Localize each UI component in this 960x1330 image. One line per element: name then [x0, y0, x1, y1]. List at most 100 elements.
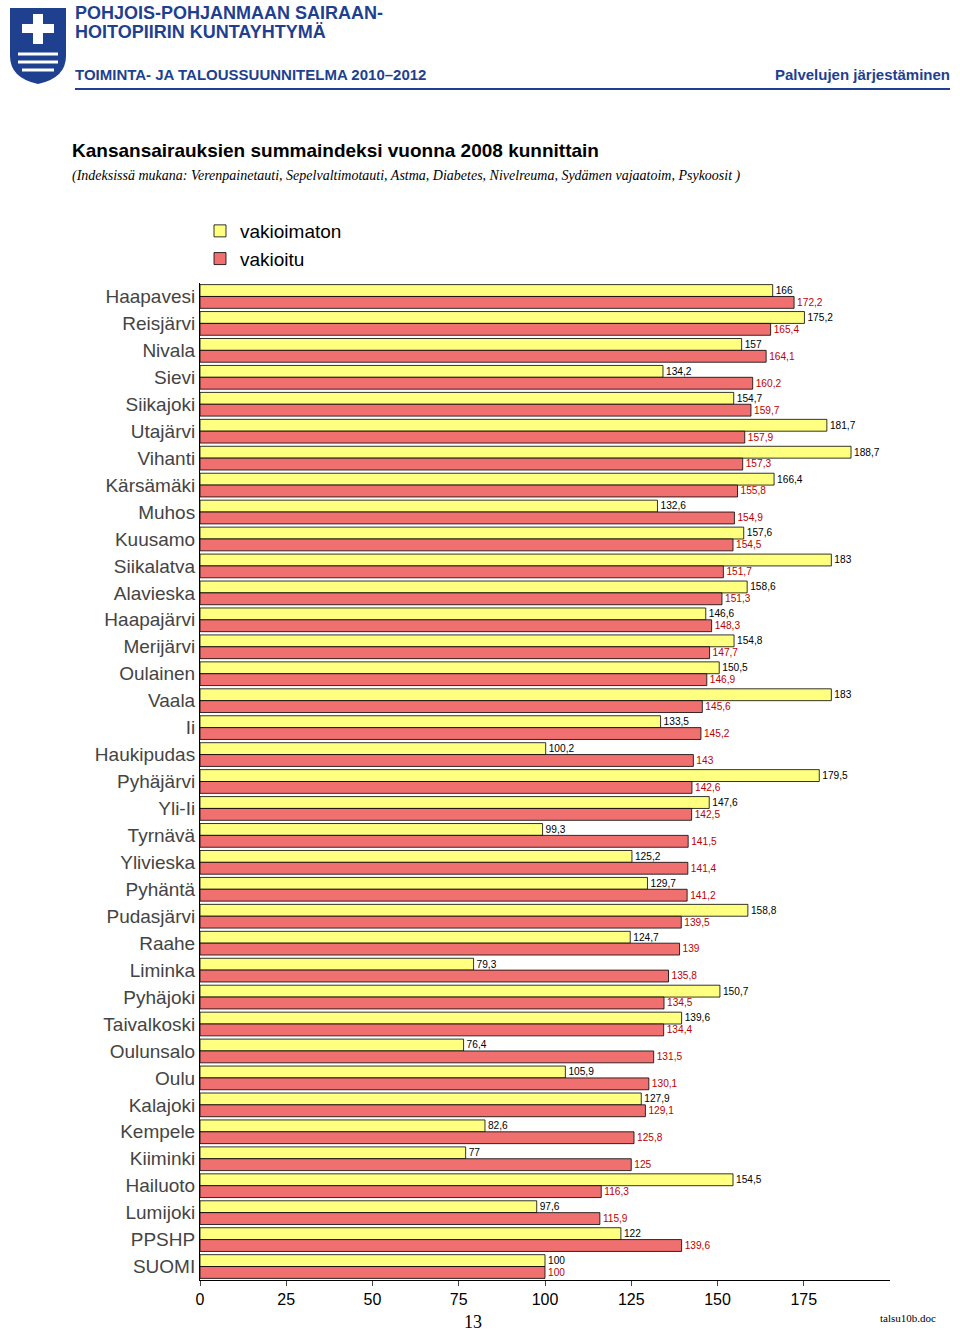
svg-text:154,5: 154,5 — [736, 539, 762, 550]
svg-text:188,7: 188,7 — [854, 447, 880, 458]
svg-text:Oulunsalo: Oulunsalo — [110, 1041, 196, 1062]
svg-text:145,6: 145,6 — [705, 701, 731, 712]
svg-text:148,3: 148,3 — [715, 620, 741, 631]
svg-text:139: 139 — [683, 943, 700, 954]
svg-text:Pudasjärvi: Pudasjärvi — [106, 906, 195, 927]
svg-text:134,5: 134,5 — [667, 997, 693, 1008]
svg-text:175: 175 — [790, 1291, 817, 1308]
svg-text:131,5: 131,5 — [657, 1051, 683, 1062]
svg-text:Alavieska: Alavieska — [114, 583, 196, 604]
svg-text:172,2: 172,2 — [797, 297, 823, 308]
svg-text:154,7: 154,7 — [737, 393, 763, 404]
svg-text:147,7: 147,7 — [713, 647, 739, 658]
svg-text:25: 25 — [277, 1291, 295, 1308]
svg-text:Tyrnävä: Tyrnävä — [128, 825, 196, 846]
svg-text:Kärsämäki: Kärsämäki — [105, 475, 195, 496]
svg-text:143: 143 — [696, 755, 713, 766]
svg-text:133,5: 133,5 — [664, 716, 690, 727]
svg-text:Kalajoki: Kalajoki — [129, 1095, 196, 1116]
svg-text:Hailuoto: Hailuoto — [125, 1175, 195, 1196]
svg-text:154,8: 154,8 — [737, 635, 763, 646]
svg-text:142,5: 142,5 — [695, 809, 721, 820]
svg-text:100: 100 — [548, 1267, 565, 1278]
svg-text:183: 183 — [834, 554, 851, 565]
svg-text:75: 75 — [450, 1291, 468, 1308]
svg-text:Vaala: Vaala — [148, 690, 196, 711]
svg-text:150: 150 — [704, 1291, 731, 1308]
svg-text:Pyhäntä: Pyhäntä — [125, 879, 195, 900]
svg-text:139,6: 139,6 — [685, 1240, 711, 1251]
svg-text:Haukipudas: Haukipudas — [95, 744, 195, 765]
svg-text:115,9: 115,9 — [603, 1213, 628, 1224]
svg-text:155,8: 155,8 — [741, 485, 767, 496]
svg-text:Haapavesi: Haapavesi — [105, 286, 195, 307]
svg-text:157,3: 157,3 — [746, 458, 772, 469]
svg-text:166: 166 — [776, 285, 793, 296]
svg-text:SUOMI: SUOMI — [133, 1256, 195, 1277]
svg-text:Vihanti: Vihanti — [137, 448, 195, 469]
svg-text:125: 125 — [618, 1291, 645, 1308]
svg-text:166,4: 166,4 — [777, 474, 803, 485]
svg-text:181,7: 181,7 — [830, 420, 856, 431]
svg-text:Sievi: Sievi — [154, 367, 195, 388]
svg-text:165,4: 165,4 — [774, 324, 800, 335]
svg-text:Utajärvi: Utajärvi — [131, 421, 195, 442]
svg-text:125,2: 125,2 — [635, 851, 661, 862]
svg-text:124,7: 124,7 — [633, 932, 659, 943]
svg-text:151,3: 151,3 — [725, 593, 751, 604]
svg-text:Muhos: Muhos — [138, 502, 195, 523]
svg-text:99,3: 99,3 — [546, 824, 566, 835]
svg-text:talsu10b.doc: talsu10b.doc — [880, 1312, 936, 1324]
svg-text:76,4: 76,4 — [467, 1039, 487, 1050]
svg-text:130,1: 130,1 — [652, 1078, 678, 1089]
svg-text:132,6: 132,6 — [660, 500, 686, 511]
svg-text:100: 100 — [532, 1291, 559, 1308]
svg-text:141,5: 141,5 — [691, 836, 717, 847]
svg-text:151,7: 151,7 — [726, 566, 752, 577]
svg-text:vakioitu: vakioitu — [240, 249, 304, 270]
svg-text:77: 77 — [469, 1147, 481, 1158]
svg-text:129,7: 129,7 — [650, 878, 676, 889]
svg-text:0: 0 — [196, 1291, 205, 1308]
svg-text:183: 183 — [834, 689, 851, 700]
svg-text:100: 100 — [548, 1255, 565, 1266]
svg-text:134,4: 134,4 — [667, 1024, 693, 1035]
svg-text:82,6: 82,6 — [488, 1120, 508, 1131]
svg-text:147,6: 147,6 — [712, 797, 738, 808]
svg-text:142,6: 142,6 — [695, 782, 721, 793]
svg-text:164,1: 164,1 — [769, 351, 795, 362]
svg-text:Yli-Ii: Yli-Ii — [158, 798, 195, 819]
svg-text:146,6: 146,6 — [709, 608, 735, 619]
svg-text:13: 13 — [464, 1312, 482, 1330]
svg-text:79,3: 79,3 — [477, 959, 497, 970]
svg-text:158,8: 158,8 — [751, 905, 777, 916]
svg-text:97,6: 97,6 — [540, 1201, 560, 1212]
svg-text:157,6: 157,6 — [747, 527, 773, 538]
svg-text:PPSHP: PPSHP — [131, 1229, 195, 1250]
svg-text:Raahe: Raahe — [139, 933, 195, 954]
svg-text:146,9: 146,9 — [710, 674, 736, 685]
svg-text:154,9: 154,9 — [737, 512, 763, 523]
svg-text:125: 125 — [634, 1159, 651, 1170]
svg-text:50: 50 — [364, 1291, 382, 1308]
svg-text:Haapajärvi: Haapajärvi — [104, 609, 195, 630]
svg-text:135,8: 135,8 — [672, 970, 698, 981]
svg-text:Siikajoki: Siikajoki — [125, 394, 195, 415]
svg-text:179,5: 179,5 — [822, 770, 848, 781]
svg-text:122: 122 — [624, 1228, 641, 1239]
svg-text:Reisjärvi: Reisjärvi — [122, 313, 195, 334]
svg-text:105,9: 105,9 — [568, 1066, 594, 1077]
svg-text:Taivalkoski: Taivalkoski — [103, 1014, 195, 1035]
svg-text:Ii: Ii — [186, 717, 196, 738]
svg-text:vakioimaton: vakioimaton — [240, 221, 341, 242]
svg-text:150,7: 150,7 — [723, 986, 749, 997]
svg-text:159,7: 159,7 — [754, 405, 780, 416]
svg-text:139,6: 139,6 — [685, 1012, 711, 1023]
svg-text:141,2: 141,2 — [690, 890, 716, 901]
svg-text:Liminka: Liminka — [130, 960, 196, 981]
svg-text:154,5: 154,5 — [736, 1174, 762, 1185]
svg-text:157,9: 157,9 — [748, 432, 774, 443]
svg-text:Kempele: Kempele — [120, 1121, 195, 1142]
svg-text:139,5: 139,5 — [684, 917, 710, 928]
svg-text:125,8: 125,8 — [637, 1132, 663, 1143]
